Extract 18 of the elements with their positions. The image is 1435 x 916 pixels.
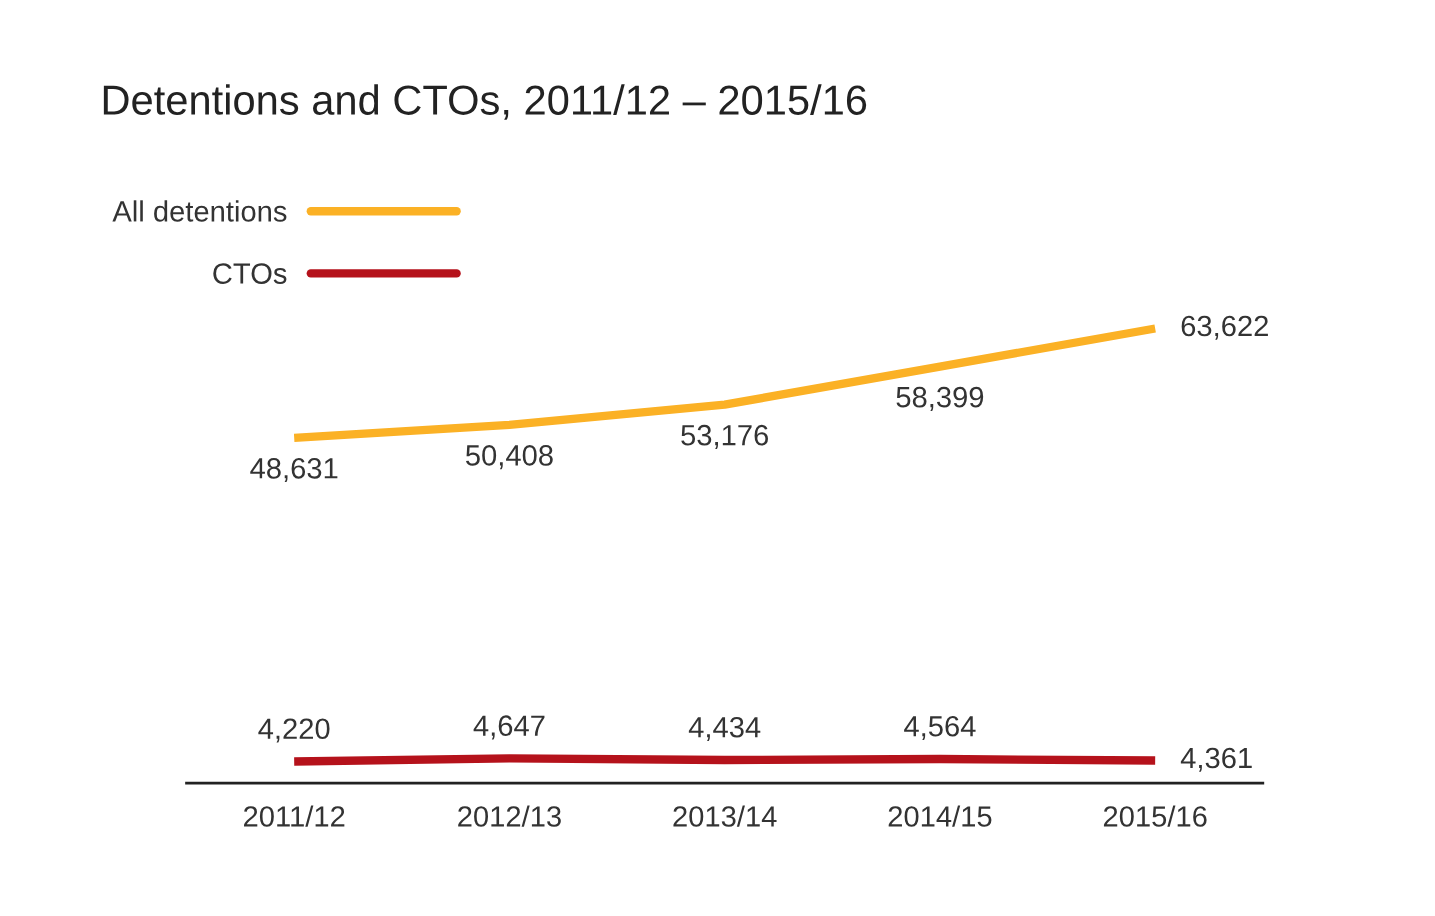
data-label: 63,622 — [1181, 315, 1268, 340]
x-tick-label: 2013/14 — [673, 805, 777, 827]
legend-label: All detentions — [112, 200, 287, 222]
x-tick-label: 2014/15 — [888, 805, 992, 827]
data-label: 58,399 — [896, 386, 984, 411]
x-tick-label: 2011/12 — [244, 805, 345, 827]
data-label: 48,631 — [250, 458, 338, 483]
data-label: 4,361 — [1180, 747, 1252, 772]
legend-label: CTOs — [213, 263, 287, 284]
x-tick-label: 2012/13 — [458, 805, 561, 827]
data-label: 4,647 — [473, 715, 545, 740]
data-label: 50,408 — [465, 445, 553, 470]
data-label: 4,564 — [904, 715, 976, 741]
data-label: 53,176 — [681, 424, 768, 449]
chart-title: Detentions and CTOs, 2011/12 – 2015/16 — [103, 84, 867, 120]
x-tick-label: 2015/16 — [1103, 805, 1207, 827]
data-label: 4,220 — [258, 718, 330, 743]
data-label: 4,434 — [688, 716, 761, 741]
